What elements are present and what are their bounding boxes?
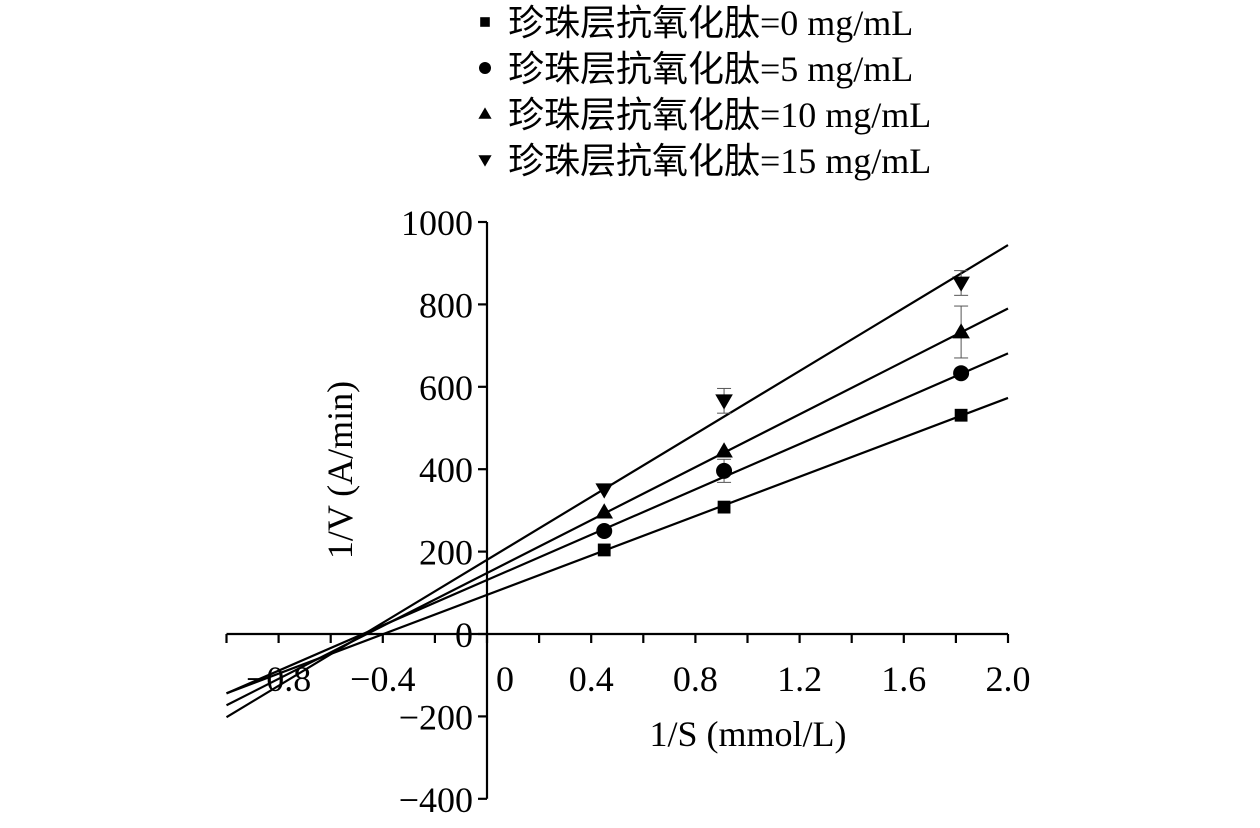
x-tick-label: 2.0 <box>986 659 1031 699</box>
y-tick-label: 400 <box>419 450 473 490</box>
data-point-series-3 <box>715 394 733 410</box>
y-tick-label: 800 <box>419 285 473 325</box>
x-tick-label: 1.6 <box>881 659 926 699</box>
fit-line-series-0 <box>226 396 1009 695</box>
x-tick-label: 1.2 <box>777 659 822 699</box>
data-point-series-0 <box>954 408 968 422</box>
x-tick-label: 0.4 <box>569 659 614 699</box>
legend-entry-1: 珍珠层抗氧化肽=5 mg/mL <box>508 49 913 89</box>
data-point-series-1 <box>596 523 613 539</box>
legend-marker-0 <box>480 17 490 27</box>
y-tick-label: 0 <box>455 615 473 655</box>
data-point-series-1 <box>953 365 970 382</box>
y-axis-label: 1/V (A/min) <box>320 381 360 559</box>
x-tick-label: 0 <box>496 659 514 699</box>
legend-marker-2 <box>478 107 492 119</box>
y-tick-label: −400 <box>399 780 473 820</box>
y-tick-label: 1000 <box>401 203 473 243</box>
data-point-series-0 <box>717 500 731 514</box>
fit-line-series-3 <box>225 244 1009 719</box>
data-point-series-2 <box>715 442 733 458</box>
data-point-series-2 <box>952 323 970 339</box>
data-point-series-0 <box>597 543 611 557</box>
legend-entry-0: 珍珠层抗氧化肽=0 mg/mL <box>508 3 913 43</box>
y-tick-label: 600 <box>419 368 473 408</box>
legend-entry-3: 珍珠层抗氧化肽=15 mg/mL <box>508 141 931 181</box>
y-tick-label: 200 <box>419 533 473 573</box>
data-point-series-3 <box>952 276 970 292</box>
x-tick-label: 0.8 <box>673 659 718 699</box>
data-point-series-3 <box>595 483 614 499</box>
y-tick-label: −200 <box>399 697 473 737</box>
x-tick-label: −0.4 <box>350 659 415 699</box>
fit-line-series-1 <box>226 352 1009 695</box>
x-axis-label: 1/S (mmol/L) <box>650 714 847 754</box>
data-point-series-2 <box>595 503 614 519</box>
legend-marker-3 <box>478 155 492 167</box>
legend-entry-2: 珍珠层抗氧化肽=10 mg/mL <box>508 95 931 135</box>
data-point-series-1 <box>716 462 733 479</box>
legend-marker-1 <box>479 62 491 74</box>
